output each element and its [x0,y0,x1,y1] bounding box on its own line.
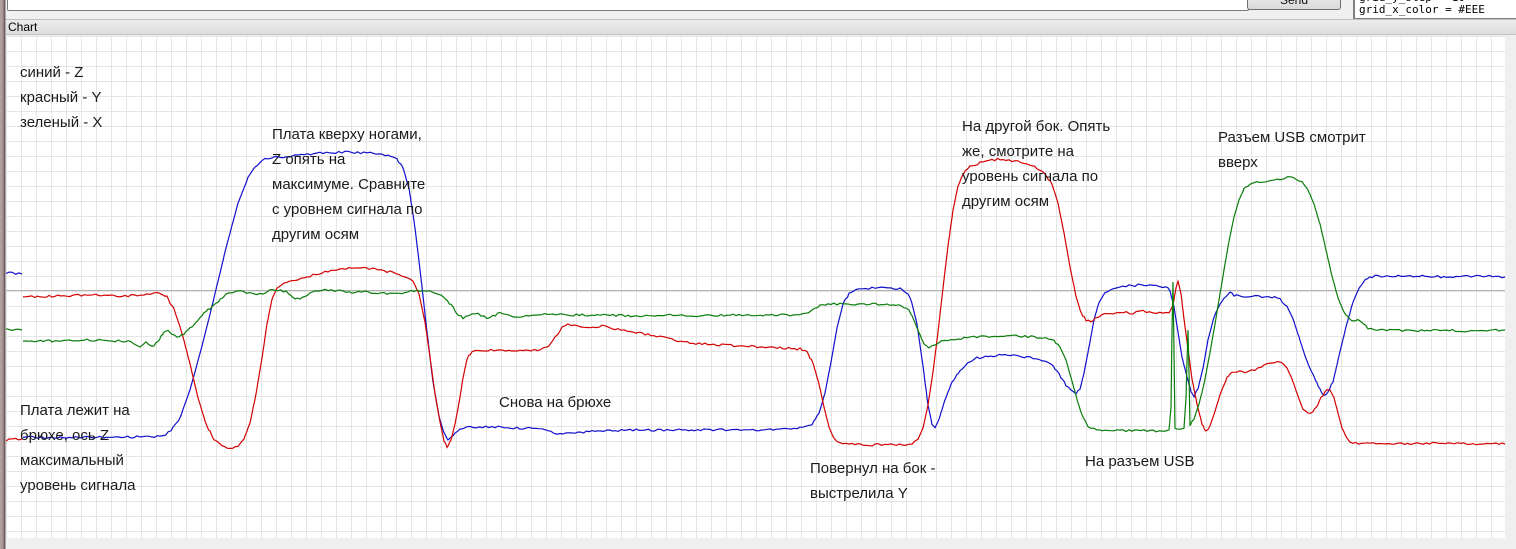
annotation-4: На другой бок. Опять же, смотрите на уро… [962,118,1111,210]
config-console[interactable]: grid_y_step = 10 grid_x_color = #EEE [1353,0,1516,19]
chart-region [6,36,1516,549]
legend-item-X: зеленый - X [20,114,103,131]
tab-chart-label: Chart [8,20,38,34]
legend-item-Z: синий - Z [20,64,84,81]
chart-legend: синий - Z красный - Y зеленый - X [20,60,102,135]
chart-plot-area [6,36,1505,538]
axis-zero-line [6,290,1505,291]
annotation-5: Разъем USB смотрит вверх [1218,129,1366,171]
annotation-6: На разъем USB [1085,453,1195,470]
send-button[interactable]: Send [1247,0,1341,10]
tab-chart[interactable]: Chart [6,19,1516,35]
annotation-3: Повернул на бок - выстрелила Y [810,460,936,502]
annotation-2: Снова на брюхе [499,394,612,411]
command-input[interactable] [7,0,1249,11]
window-left-border [0,0,6,549]
config-console-text: grid_y_step = 10 grid_x_color = #EEE [1359,0,1485,16]
annotation-0: Плата кверху ногами, Z опять на максимум… [272,126,426,243]
legend-item-Y: красный - Y [20,89,102,106]
annotation-1: Плата лежит на брюхе, ось Z максимальный… [20,402,136,494]
top-command-bar: Send grid_y_step = 10 grid_x_color = #EE… [6,0,1516,19]
